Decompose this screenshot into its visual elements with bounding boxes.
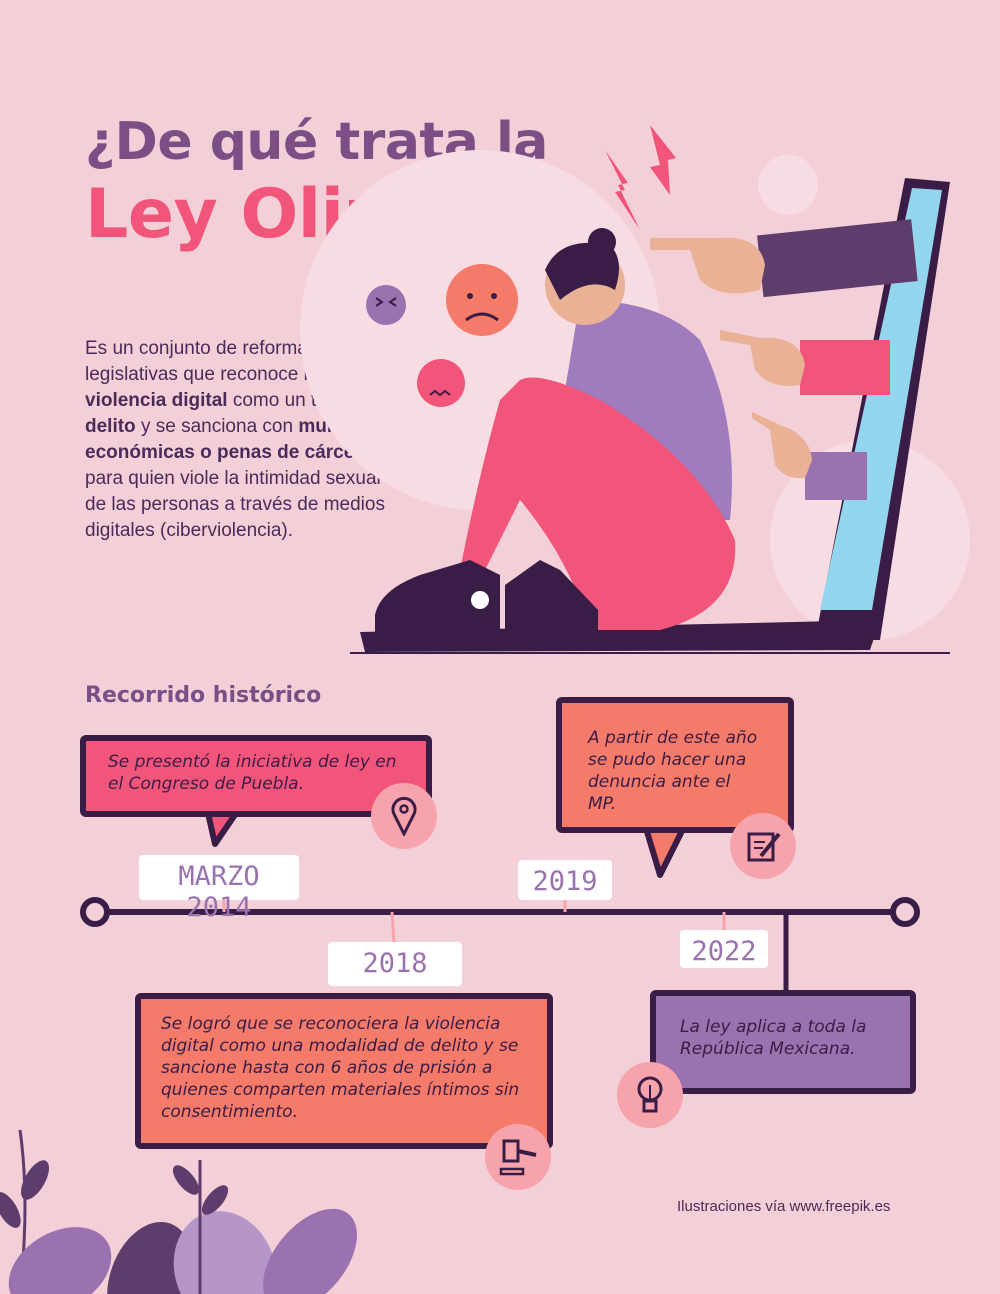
date-label-2022: 2022 [680, 930, 768, 968]
intro-bold: delito [85, 416, 136, 437]
pointing-hand-icon [650, 237, 765, 294]
illustration-woman-laptop [300, 125, 970, 654]
distressed-face-icon [366, 285, 406, 325]
pointing-hand-icon [752, 412, 812, 479]
event-2014-box: Se presentó la iniciativa de ley en el C… [80, 735, 432, 817]
event-2019-box: A partir de este año se pudo hacer una d… [556, 697, 794, 833]
woman-hair [545, 242, 619, 300]
laptop-base [360, 620, 880, 652]
date-label-2018: 2018 [328, 942, 462, 986]
intro-bold: violencia digital [85, 390, 228, 411]
event-2014-text: Se presentó la iniciativa de ley en el C… [108, 752, 397, 794]
sneaker-left [375, 560, 500, 632]
lightbulb-icon [617, 1062, 683, 1128]
lightning-icon [605, 150, 640, 230]
gavel-icon [485, 1124, 551, 1190]
plant-decoration [0, 1129, 357, 1294]
pointing-hand-icon [720, 330, 805, 386]
date-label-2019: 2019 [518, 860, 612, 900]
arm-sleeve [805, 452, 867, 500]
sad-face-icon [446, 264, 518, 336]
timeline-end-node [890, 897, 920, 927]
bg-circle [758, 155, 818, 215]
event-2018-box: Se logró que se reconociera la violencia… [135, 993, 553, 1149]
intro-text: Es un conjunto de reformas legislativas … [85, 338, 319, 385]
angry-face-icon [417, 359, 465, 407]
event-2022-text: La ley aplica a toda la República Mexica… [680, 1017, 867, 1059]
document-pen-icon [730, 813, 796, 879]
map-pin-icon [371, 783, 437, 849]
timeline-heading: Recorrido histórico [85, 683, 322, 708]
sneaker-right [505, 560, 598, 632]
speech-tail [642, 825, 688, 878]
intro-text: para quien viole la intimidad sexual de … [85, 468, 385, 541]
timeline-start-node [80, 897, 110, 927]
intro-text: y se sanciona con [135, 416, 299, 437]
event-2019-text: A partir de este año se pudo hacer una d… [588, 728, 758, 814]
date-label-marzo-2014: MARZO 2014 [139, 855, 299, 923]
credit-text: Ilustraciones vía www.freepik.es [677, 1198, 891, 1215]
lightning-icon [650, 125, 676, 195]
woman-pants [460, 377, 736, 630]
arm-sleeve [757, 219, 918, 298]
event-2022-box: La ley aplica a toda la República Mexica… [650, 990, 916, 1094]
timeline-axis [80, 897, 920, 992]
event-2018-text: Se logró que se reconociera la violencia… [161, 1014, 520, 1122]
arm-sleeve [800, 340, 890, 395]
